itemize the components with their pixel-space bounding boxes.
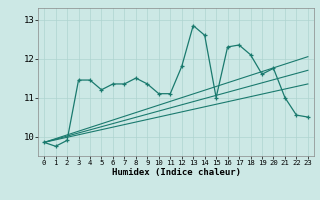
X-axis label: Humidex (Indice chaleur): Humidex (Indice chaleur): [111, 168, 241, 177]
